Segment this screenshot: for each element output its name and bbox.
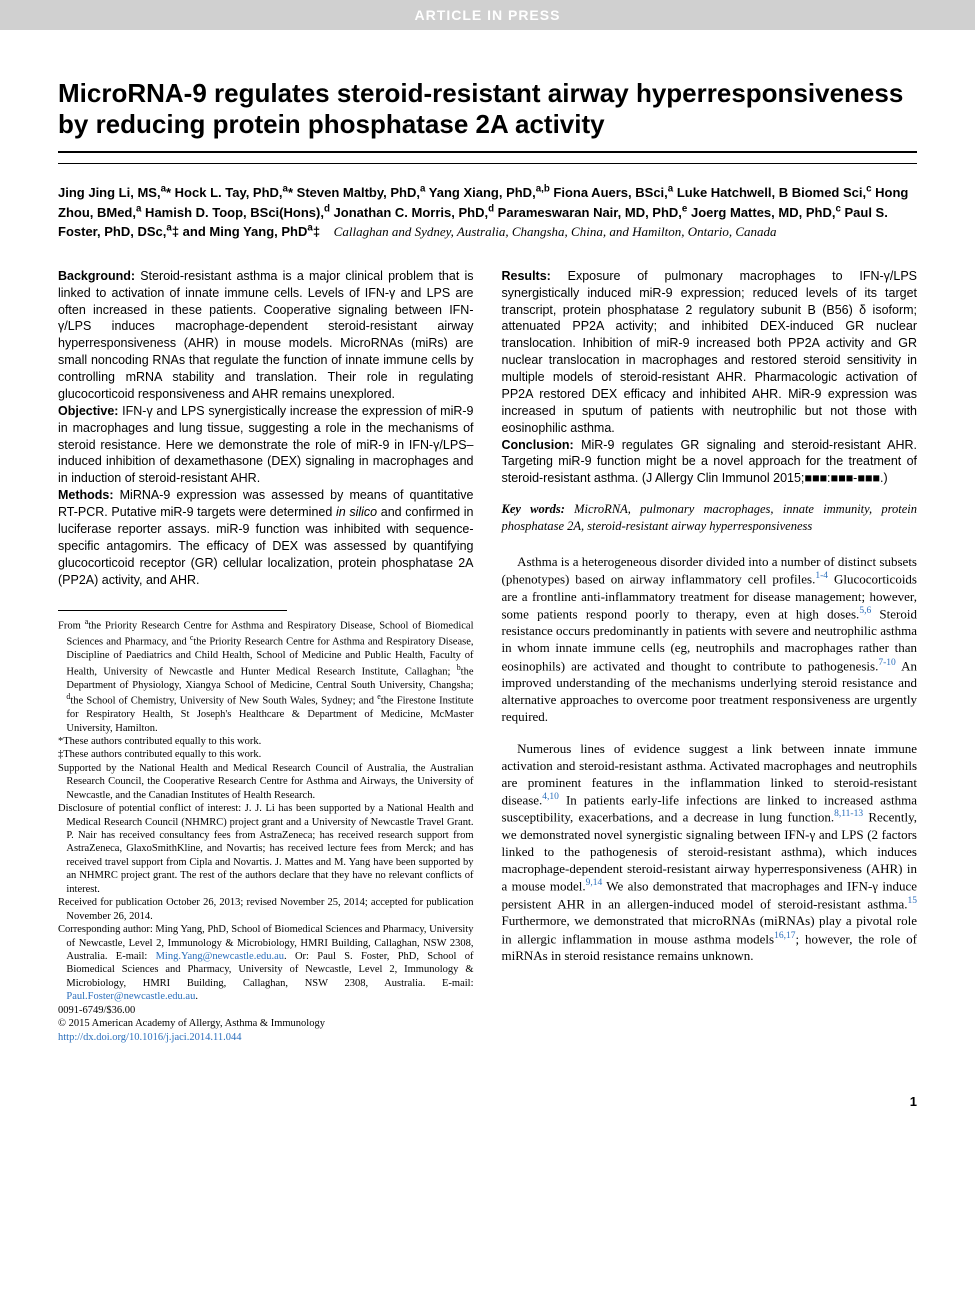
fn-corresponding: Corresponding author: Ming Yang, PhD, Sc… bbox=[58, 923, 474, 1004]
ref-9-14[interactable]: 9,14 bbox=[586, 878, 603, 888]
ref-7-10[interactable]: 7-10 bbox=[878, 658, 895, 668]
title-rule-bot bbox=[58, 163, 917, 164]
ref-1-4[interactable]: 1-4 bbox=[815, 571, 828, 581]
page-number: 1 bbox=[0, 1084, 975, 1133]
fn-copyright: © 2015 American Academy of Allergy, Asth… bbox=[58, 1017, 474, 1030]
objective-label: Objective: bbox=[58, 404, 122, 418]
background-text: Steroid-resistant asthma is a major clin… bbox=[58, 269, 474, 401]
ref-16-17[interactable]: 16,17 bbox=[774, 931, 795, 941]
fn-support: Supported by the National Health and Med… bbox=[58, 762, 474, 802]
results-label: Results: bbox=[502, 269, 568, 283]
keywords-label: Key words: bbox=[502, 502, 565, 516]
footnotes: From athe Priority Research Centre for A… bbox=[58, 617, 474, 1044]
methods-label: Methods: bbox=[58, 488, 120, 502]
article-status-banner: ARTICLE IN PRESS bbox=[0, 0, 975, 30]
page-content: MicroRNA-9 regulates steroid-resistant a… bbox=[0, 30, 975, 1084]
email-link-2[interactable]: Paul.Foster@newcastle.edu.au bbox=[66, 991, 195, 1002]
fn-disclosure: Disclosure of potential conflict of inte… bbox=[58, 802, 474, 896]
abstract-left: Background: Steroid-resistant asthma is … bbox=[58, 268, 474, 589]
article-title: MicroRNA-9 regulates steroid-resistant a… bbox=[58, 78, 917, 139]
background-label: Background: bbox=[58, 269, 140, 283]
conclusion-label: Conclusion: bbox=[502, 438, 582, 452]
two-column-layout: Background: Steroid-resistant asthma is … bbox=[58, 268, 917, 1044]
body-paragraph-2: Numerous lines of evidence suggest a lin… bbox=[502, 740, 918, 965]
fn-eq1: *These authors contributed equally to th… bbox=[58, 735, 474, 748]
abstract-right: Results: Exposure of pulmonary macrophag… bbox=[502, 268, 918, 487]
ref-4-10[interactable]: 4,10 bbox=[542, 792, 559, 802]
affiliation-locations: Callaghan and Sydney, Australia, Changsh… bbox=[334, 224, 777, 239]
fn-code: 0091-6749/$36.00 bbox=[58, 1004, 474, 1017]
fn-from: From athe Priority Research Centre for A… bbox=[58, 617, 474, 735]
left-column: Background: Steroid-resistant asthma is … bbox=[58, 268, 474, 1044]
body-paragraph-1: Asthma is a heterogeneous disorder divid… bbox=[502, 553, 918, 726]
ref-15[interactable]: 15 bbox=[908, 896, 918, 906]
methods-text: MiRNA-9 expression was assessed by means… bbox=[58, 488, 474, 586]
ref-8-11-13[interactable]: 8,11-13 bbox=[834, 809, 863, 819]
doi-link[interactable]: http://dx.doi.org/10.1016/j.jaci.2014.11… bbox=[58, 1032, 241, 1043]
results-text: Exposure of pulmonary macrophages to IFN… bbox=[502, 269, 918, 435]
author-list: Jing Jing Li, MS,a* Hock L. Tay, PhD,a* … bbox=[58, 182, 917, 241]
ref-5-6[interactable]: 5,6 bbox=[859, 606, 871, 616]
fn-received: Received for publication October 26, 201… bbox=[58, 896, 474, 923]
title-rule-top bbox=[58, 151, 917, 153]
email-link-1[interactable]: Ming.Yang@newcastle.edu.au bbox=[156, 951, 284, 962]
right-column: Results: Exposure of pulmonary macrophag… bbox=[502, 268, 918, 1044]
keywords-block: Key words: MicroRNA, pulmonary macrophag… bbox=[502, 501, 918, 535]
footnote-rule bbox=[58, 610, 287, 611]
fn-eq2: ‡These authors contributed equally to th… bbox=[58, 748, 474, 761]
